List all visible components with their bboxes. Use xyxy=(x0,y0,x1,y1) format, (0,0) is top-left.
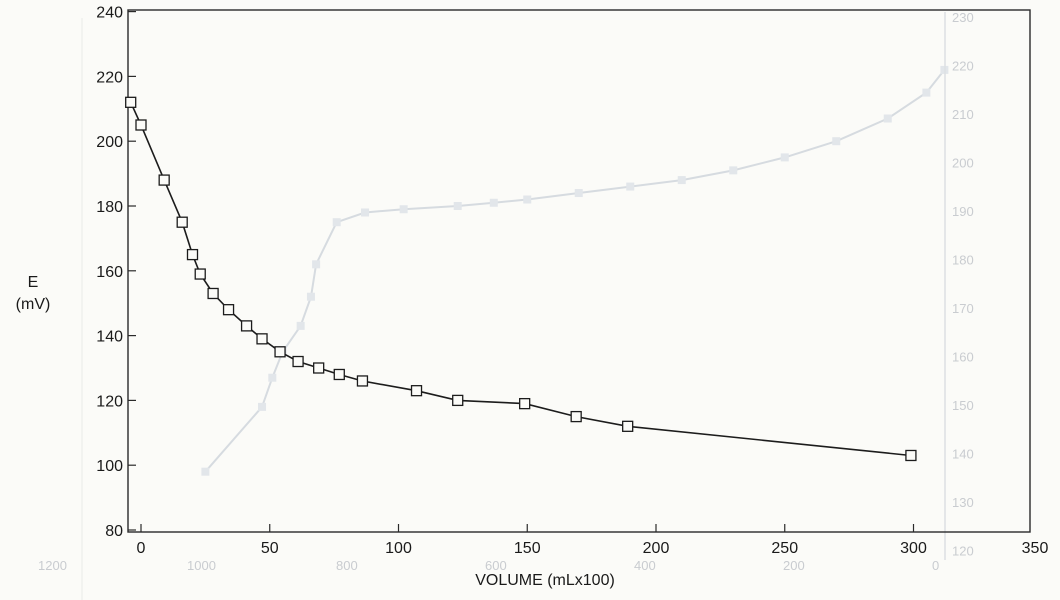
faint-right-tick: 220 xyxy=(952,59,974,74)
y-tick-label: 160 xyxy=(96,264,123,281)
faint-point xyxy=(361,208,370,217)
y-axis-ticks: 80 100 120 140 160 180 200 220 240 xyxy=(96,5,136,540)
y-tick-label: 200 xyxy=(96,134,123,151)
data-point xyxy=(274,346,286,358)
faint-point xyxy=(306,292,315,301)
data-point xyxy=(240,320,253,332)
x-tick-label: 250 xyxy=(771,540,798,557)
data-point xyxy=(186,248,199,261)
faint-right-tick: 200 xyxy=(952,156,974,171)
y-tick-label: 140 xyxy=(96,329,123,346)
faint-point xyxy=(883,114,892,123)
faint-point xyxy=(453,202,462,210)
faint-bottom-tick: 800 xyxy=(336,558,358,573)
series-layer xyxy=(125,96,917,462)
data-point xyxy=(905,449,917,462)
faint-point xyxy=(399,205,408,214)
data-point xyxy=(452,394,464,407)
y-tick-label: 120 xyxy=(96,393,123,410)
y-axis-title: E xyxy=(28,274,39,291)
x-tick-label: 100 xyxy=(385,540,412,557)
faint-bottom-tick: 200 xyxy=(783,558,805,573)
data-point xyxy=(622,420,634,432)
faint-point xyxy=(201,467,210,476)
faint-point xyxy=(574,189,583,198)
faint-point xyxy=(780,153,789,162)
faint-point xyxy=(258,402,267,411)
x-axis-ticks: 0 50 100 150 200 250 300 350 xyxy=(137,524,1049,557)
faint-right-tick: 190 xyxy=(952,204,974,219)
y-tick-label: 220 xyxy=(96,69,123,86)
faint-right-tick: 210 xyxy=(952,107,974,122)
faint-point xyxy=(677,176,686,185)
data-point xyxy=(176,216,188,228)
data-point xyxy=(135,119,147,131)
faint-right-tick: 140 xyxy=(952,447,974,462)
data-point xyxy=(313,362,325,374)
data-point xyxy=(158,174,170,186)
x-tick-label: 350 xyxy=(1022,540,1049,557)
faint-point xyxy=(523,195,532,204)
x-tick-label: 300 xyxy=(900,540,927,557)
faint-point xyxy=(729,166,738,175)
faint-bottom-tick: 0 xyxy=(932,558,939,573)
data-point xyxy=(356,375,369,387)
faint-right-tick: 120 xyxy=(952,544,974,559)
y-tick-label: 240 xyxy=(96,5,123,22)
faint-bottom-tick: 1200 xyxy=(38,558,67,573)
faint-point xyxy=(312,260,321,269)
x-tick-label: 150 xyxy=(514,540,541,557)
x-axis-title: VOLUME (mLx100) xyxy=(475,572,615,589)
data-point xyxy=(222,304,235,316)
data-point xyxy=(410,385,423,397)
data-point xyxy=(519,397,531,410)
faint-right-tick: 130 xyxy=(952,495,974,510)
faint-point xyxy=(489,198,498,207)
y-tick-label: 180 xyxy=(96,199,123,216)
data-point xyxy=(570,410,582,423)
x-tick-label: 0 xyxy=(137,540,146,557)
x-tick-label: 50 xyxy=(261,540,279,557)
data-point xyxy=(292,355,304,368)
faint-right-tick: 160 xyxy=(952,350,974,365)
faint-right-tick: 150 xyxy=(952,398,974,413)
y-axis-unit: (mV) xyxy=(16,296,51,313)
faint-point xyxy=(626,182,635,191)
faint-bottom-tick: 400 xyxy=(634,558,656,573)
faint-point xyxy=(268,373,277,382)
faint-right-tick: 230 xyxy=(952,10,974,25)
faint-right-tick: 180 xyxy=(952,253,974,268)
data-point xyxy=(194,268,206,280)
faint-bottom-tick: 1000 xyxy=(187,558,216,573)
faint-curve xyxy=(204,69,946,473)
faint-point xyxy=(832,137,841,146)
faint-right-tick: 170 xyxy=(952,301,974,316)
data-point xyxy=(333,368,345,381)
data-point xyxy=(256,333,268,345)
faint-point xyxy=(296,321,305,330)
data-point xyxy=(207,287,219,300)
x-tick-label: 200 xyxy=(643,540,670,557)
data-point xyxy=(125,96,137,108)
y-tick-label: 100 xyxy=(96,458,123,475)
faint-background-layer: 2302202102001901801701601501401301201200… xyxy=(38,10,974,600)
faint-point xyxy=(332,218,341,227)
y-tick-label: 80 xyxy=(105,523,123,540)
faint-bottom-tick: 600 xyxy=(485,558,507,573)
faint-point xyxy=(922,88,931,97)
